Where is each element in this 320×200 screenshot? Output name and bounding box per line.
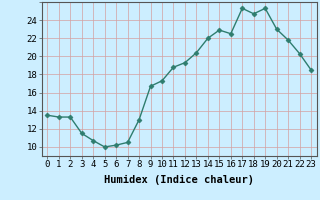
X-axis label: Humidex (Indice chaleur): Humidex (Indice chaleur) bbox=[104, 175, 254, 185]
